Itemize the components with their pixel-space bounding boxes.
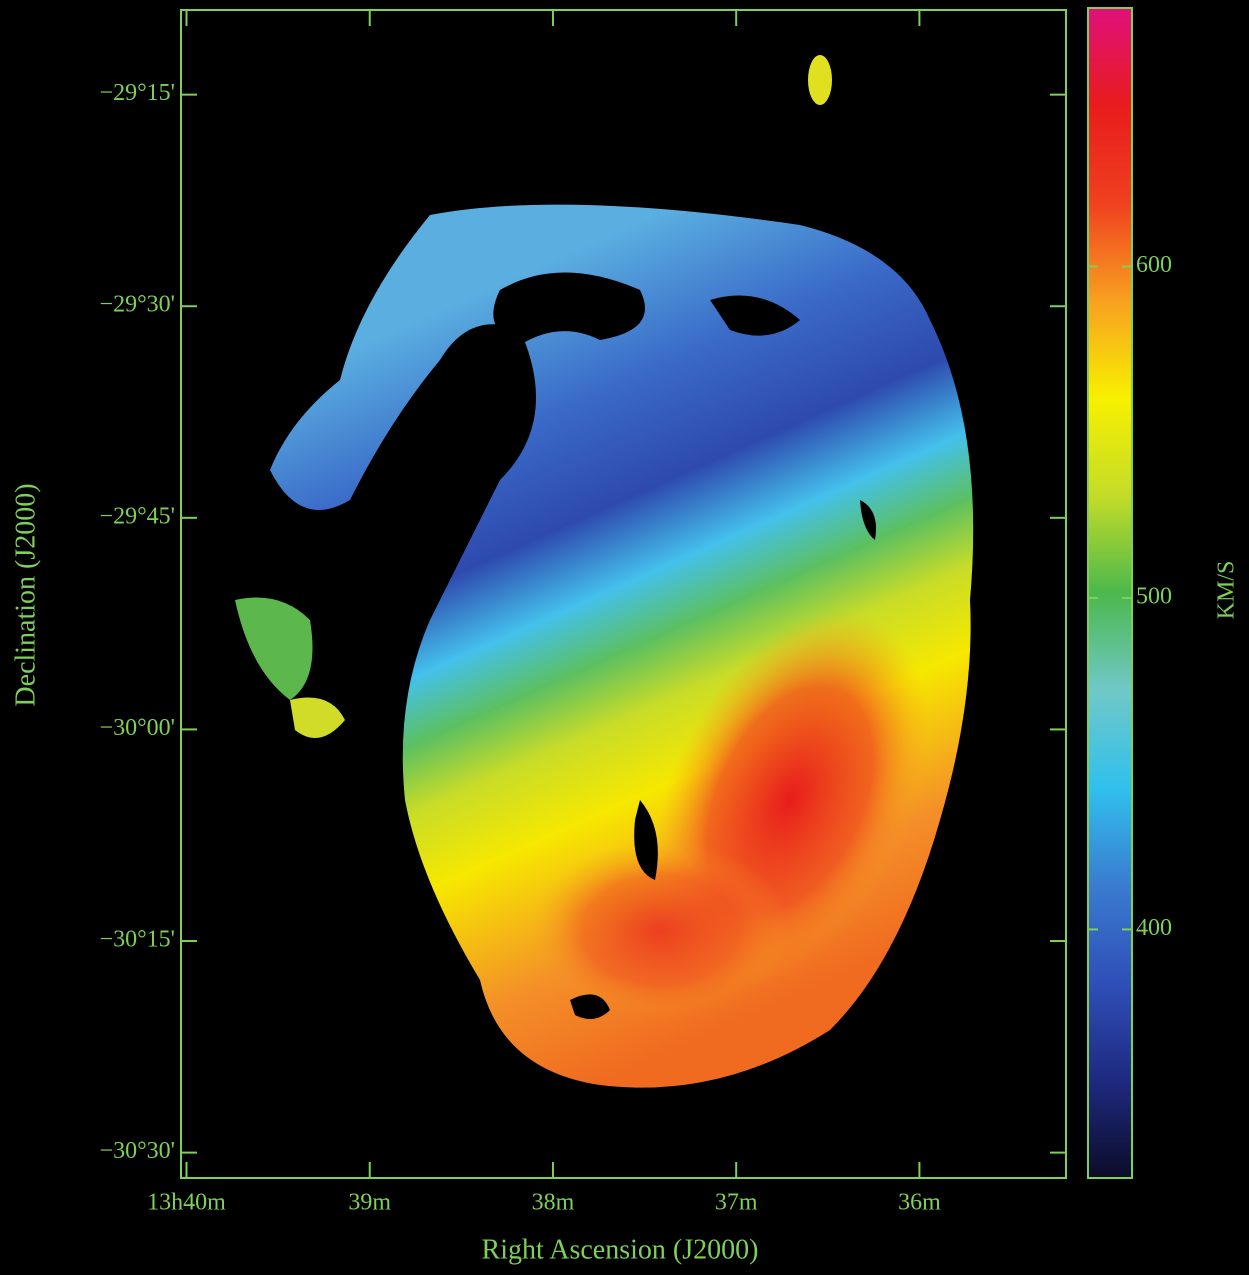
- x-tick-label: 38m: [532, 1190, 575, 1216]
- y-axis-title: Declination (J2000): [10, 483, 41, 706]
- colorbar-tick-label: 500: [1136, 583, 1172, 609]
- x-axis-title: Right Ascension (J2000): [482, 1234, 759, 1265]
- y-tick-label: −30°00': [100, 715, 175, 741]
- colorbar-tick-label: 400: [1136, 915, 1172, 941]
- x-tick-label: 36m: [898, 1190, 941, 1216]
- colorbar-tick-label: 600: [1136, 252, 1172, 278]
- y-tick-label: −30°30': [100, 1138, 175, 1164]
- colorbar: [1088, 8, 1132, 1178]
- x-tick-label: 13h40m: [147, 1190, 226, 1216]
- colorbar-title: KM/S: [1214, 561, 1240, 620]
- x-tick-label: 37m: [715, 1190, 758, 1216]
- velocity-image: [235, 55, 983, 1088]
- chart: Right Ascension (J2000) Declination (J20…: [0, 0, 1249, 1275]
- y-tick-label: −30°15': [100, 927, 175, 953]
- y-tick-label: −29°45': [100, 503, 175, 529]
- x-tick-label: 39m: [348, 1190, 391, 1216]
- y-tick-label: −29°15': [100, 80, 175, 106]
- y-tick-label: −29°30': [100, 292, 175, 318]
